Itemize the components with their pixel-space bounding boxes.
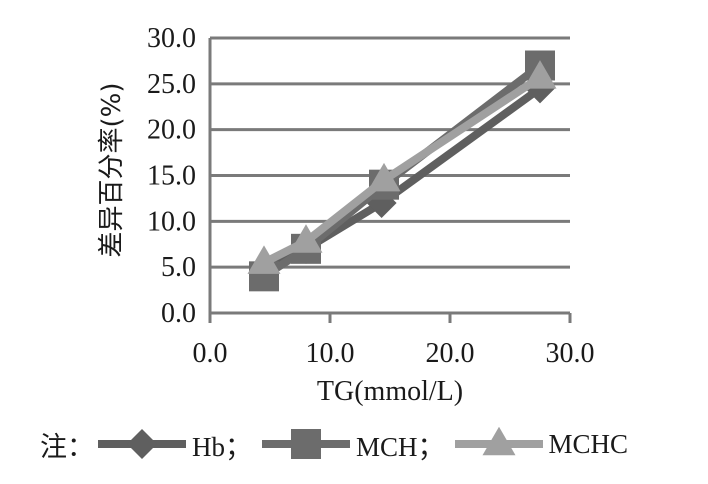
legend-item-mchc: MCHC xyxy=(451,427,635,461)
data-point-mchc xyxy=(247,245,281,274)
series-mchc xyxy=(247,60,557,274)
x-tick-label: 20.0 xyxy=(426,338,475,369)
y-axis-label: 差异百分率(%) xyxy=(97,83,127,258)
legend-swatch-marker xyxy=(127,429,157,459)
legend: 注： Hb； MCH； MCHC xyxy=(40,424,634,464)
legend-swatch-mchc xyxy=(454,427,543,456)
x-tick-labels: 0.0 10.0 20.0 30.0 xyxy=(193,338,595,369)
y-tick-label: 20.0 xyxy=(147,115,196,146)
y-tick-label: 30.0 xyxy=(147,23,196,54)
legend-swatch-hb xyxy=(98,429,186,459)
legend-items: Hb； MCH； MCHC xyxy=(94,425,634,464)
axes xyxy=(208,38,572,323)
data-point-mchc xyxy=(289,224,323,253)
legend-prefix: 注： xyxy=(40,431,94,462)
x-tick-label: 10.0 xyxy=(306,338,355,369)
y-tick-labels: 0.0 5.0 10.0 15.0 20.0 25.0 30.0 xyxy=(147,23,196,329)
gridlines xyxy=(210,36,570,269)
y-tick-label: 0.0 xyxy=(161,298,196,329)
series-line-mchc xyxy=(262,74,543,267)
x-axis-label: TG(mmol/L) xyxy=(317,376,463,407)
legend-item-mch: MCH； xyxy=(258,425,451,464)
legend-swatch-marker xyxy=(482,427,516,456)
legend-item-hb: Hb； xyxy=(94,425,258,464)
legend-label-hb: Hb； xyxy=(192,431,252,462)
y-tick-label: 15.0 xyxy=(147,161,196,192)
y-tick-label: 25.0 xyxy=(147,69,196,100)
legend-label-mch: MCH； xyxy=(356,431,445,462)
data-point-mchc xyxy=(367,162,401,192)
legend-label-mchc: MCHC xyxy=(548,428,629,459)
x-tick-label: 0.0 xyxy=(193,338,228,369)
x-tick-label: 30.0 xyxy=(546,338,595,369)
y-tick-label: 5.0 xyxy=(161,252,196,283)
y-tick-label: 10.0 xyxy=(147,206,196,237)
series-group xyxy=(247,50,557,292)
data-point-mchc xyxy=(523,60,557,89)
legend-swatch-mch xyxy=(262,429,350,459)
legend-swatch-marker xyxy=(291,429,321,459)
